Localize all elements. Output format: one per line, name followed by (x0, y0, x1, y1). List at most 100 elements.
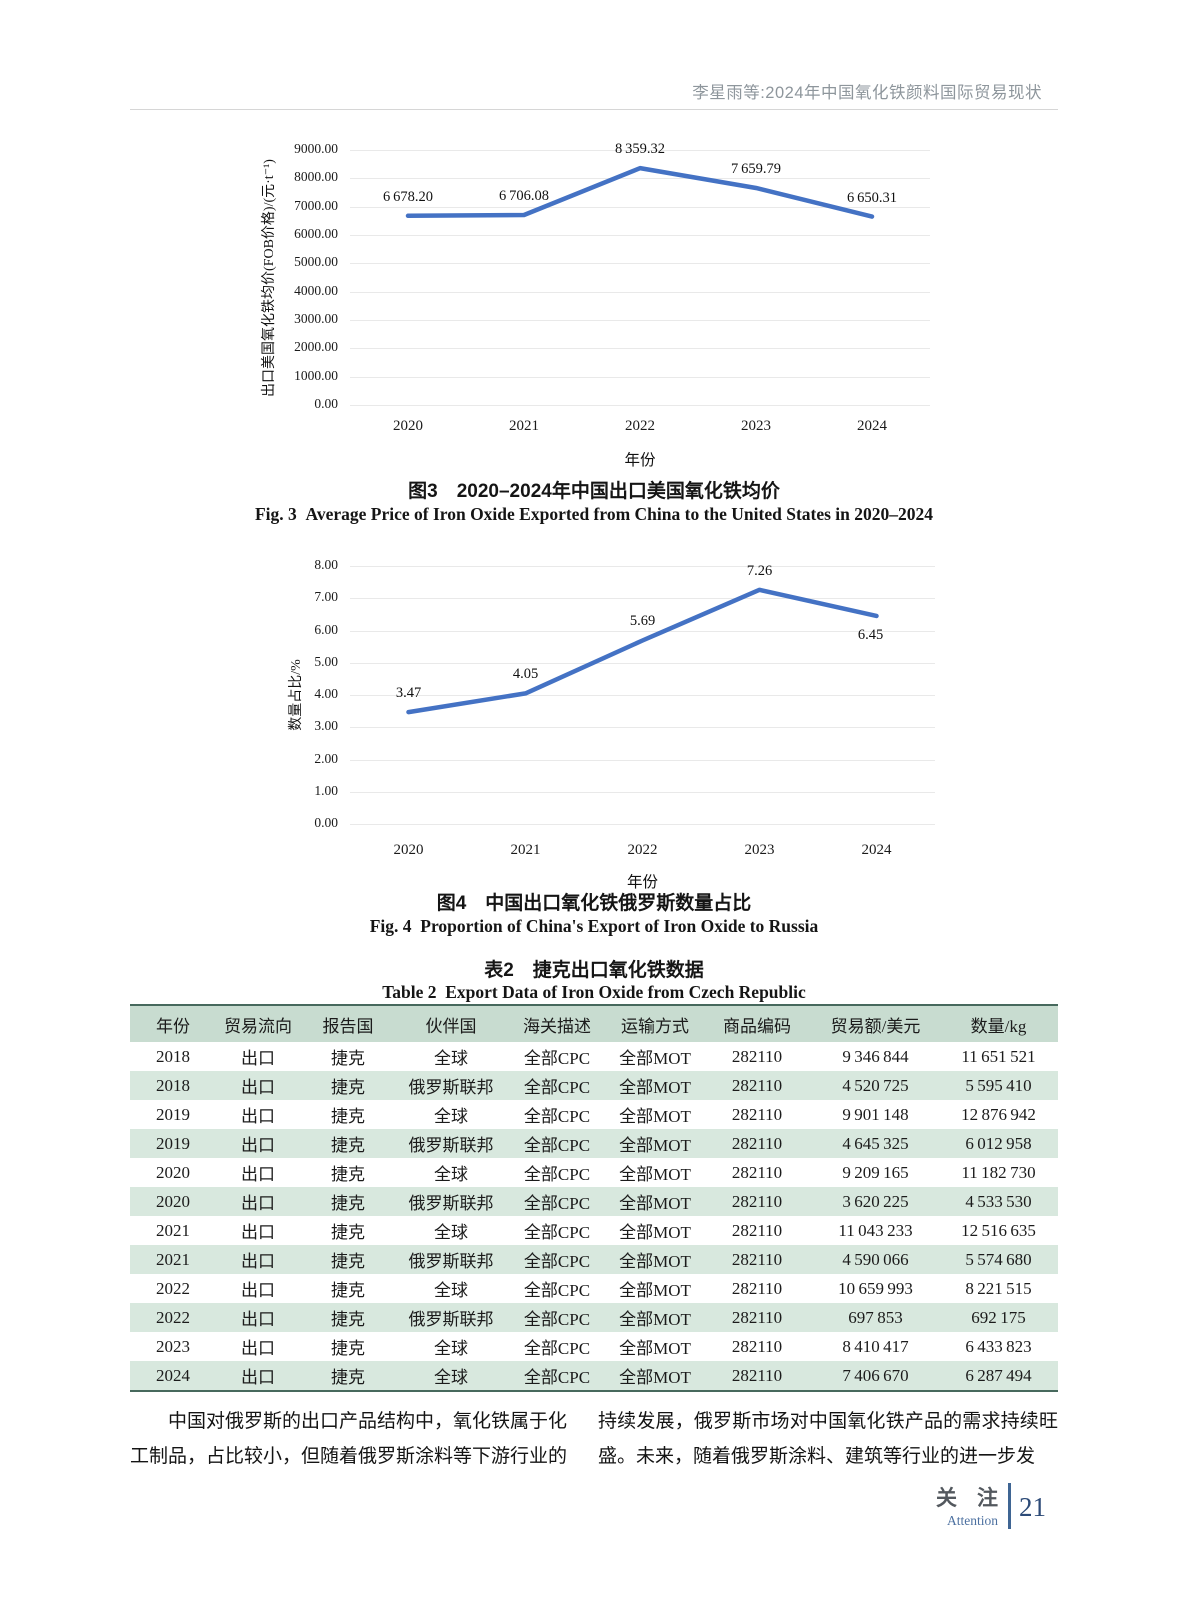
header-rule (130, 109, 1058, 110)
table-cell: 出口 (241, 1310, 275, 1329)
gridline (350, 791, 935, 793)
table-cell: 俄罗斯联邦 (408, 1252, 494, 1271)
table-cell: 出口 (241, 1252, 275, 1271)
data-point-label: 6 678.20 (382, 188, 434, 205)
gridline (350, 178, 930, 180)
table-cell: 全球 (434, 1049, 468, 1068)
table-row: 2020 出口 捷克 俄罗斯联邦 全部CPC 全部MOT 282110 3 620 225 4 … (130, 1187, 1058, 1216)
table-cell: 2021 (156, 1249, 190, 1269)
y-axis-tick-label: 0.00 (314, 396, 338, 411)
table-cell: 全部MOT (619, 1310, 691, 1329)
table-cell: 捷克 (331, 1310, 365, 1329)
column-header: 伙伴国 (425, 1016, 477, 1036)
gridline (350, 320, 930, 321)
gridline (350, 263, 930, 265)
table-cell: 全部CPC (523, 1281, 591, 1300)
table-cell: 全部CPC (523, 1194, 591, 1213)
table-cell: 3 620 225 (842, 1191, 909, 1211)
x-axis-tick-label: 2022 (625, 418, 655, 434)
series-line (405, 165, 875, 219)
table-cell: 出口 (241, 1165, 275, 1184)
table-cell: 全部CPC (523, 1136, 591, 1155)
table-cell: 8 410 417 (842, 1336, 909, 1356)
table-cell: 出口 (241, 1078, 275, 1097)
fig3-caption-en: Fig. 3 Average Price of Iron Oxide Expor… (254, 504, 934, 524)
footer: 关注 Attention 21 (880, 1482, 1046, 1529)
table-cell: 11 651 521 (961, 1046, 1036, 1066)
table-cell: 282110 (731, 1075, 783, 1095)
table-cell: 出口 (241, 1368, 275, 1387)
table-cell: 全部MOT (619, 1165, 691, 1184)
gridline (350, 405, 930, 406)
footer-section-label-en: Attention (947, 1513, 998, 1528)
table-cell: 全部MOT (619, 1194, 691, 1213)
table-cell: 全部CPC (523, 1223, 591, 1242)
table-cell: 全部CPC (523, 1368, 591, 1387)
table-cell: 8 221 515 (965, 1278, 1032, 1298)
table-cell: 9 209 165 (842, 1162, 909, 1182)
table-cell: 4 645 325 (842, 1133, 909, 1153)
table-cell: 4 520 725 (842, 1075, 909, 1095)
gridline (350, 759, 935, 761)
y-axis-tick-label: 2000.00 (294, 339, 338, 355)
table-cell: 282110 (731, 1307, 783, 1327)
table-cell: 282110 (731, 1336, 783, 1356)
y-axis-tick-label: 1000.00 (294, 367, 338, 383)
table-cell: 全球 (434, 1281, 468, 1300)
table-cell: 5 595 410 (965, 1075, 1032, 1095)
table2-caption-zh: 表2 捷克出口氧化铁数据 (484, 960, 704, 981)
table-cell: 2022 (156, 1278, 190, 1298)
y-axis-tick-label: 7000.00 (294, 197, 338, 213)
table-cell: 4 533 530 (965, 1191, 1032, 1211)
table-cell: 全部MOT (619, 1136, 691, 1155)
table-cell: 6 012 958 (965, 1133, 1032, 1153)
table-cell: 全部MOT (619, 1049, 691, 1068)
table-cell: 全球 (434, 1368, 468, 1387)
table-row: 2018 出口 捷克 全球 全部CPC 全部MOT 282110 9 346 844 11 65… (130, 1042, 1058, 1071)
table-cell: 282110 (731, 1365, 783, 1385)
y-axis-tick-label: 5.00 (314, 653, 338, 669)
table-cell: 9 346 844 (842, 1046, 909, 1066)
table-cell: 捷克 (331, 1339, 365, 1358)
table-cell: 2020 (156, 1191, 190, 1211)
y-axis-tick-label: 5000.00 (294, 254, 338, 270)
x-axis-tick-label: 2023 (744, 842, 775, 858)
table-cell: 7 406 670 (842, 1365, 909, 1385)
table-cell: 全部CPC (523, 1049, 591, 1068)
column-header: 运输方式 (621, 1016, 689, 1036)
table-cell: 697 853 (848, 1307, 903, 1327)
table-row: 2020 出口 捷克 全球 全部CPC 全部MOT 282110 9 209 165 11 18… (130, 1158, 1058, 1187)
table-cell: 捷克 (331, 1368, 365, 1387)
data-point-label: 7.26 (746, 562, 773, 579)
gridline (350, 235, 930, 236)
table-cell: 全部MOT (619, 1107, 691, 1126)
table-row: 2018 出口 捷克 俄罗斯联邦 全部CPC 全部MOT 282110 4 520 725 5 … (130, 1071, 1058, 1100)
gridline (350, 824, 935, 825)
table-body: 2018 出口 捷克 全球 全部CPC 全部MOT 282110 9 346 844 11 65… (130, 1042, 1058, 1391)
data-point-label: 4.05 (512, 666, 539, 683)
table-row: 2023 出口 捷克 全球 全部CPC 全部MOT 282110 8 410 417 6 433… (130, 1332, 1058, 1361)
y-axis-tick-label: 6000.00 (294, 226, 338, 241)
table-cell: 11 043 233 (838, 1220, 913, 1240)
body-text-left-column: 中国对俄罗斯的出口产品结构中，氧化铁属于化工制品，占比较小，但随着俄罗斯涂料等下… (130, 1411, 568, 1467)
fig4-line-chart: 0.00 1.00 2.00 3.00 4.00 5.00 6.00 7.00 8.00 2020… (240, 545, 1055, 891)
table-cell: 全部CPC (523, 1078, 591, 1097)
table-row: 2021 出口 捷克 全球 全部CPC 全部MOT 282110 11 043 233 12 5… (130, 1216, 1058, 1245)
table-cell: 282110 (731, 1046, 783, 1066)
table-cell: 出口 (241, 1223, 275, 1242)
table-header-row: 年份 贸易流向 报告国 伙伴国 海关描述 运输方式 商品编码 贸易额/美元 数量/kg (130, 1005, 1058, 1042)
table-cell: 全部MOT (619, 1339, 691, 1358)
table-cell: 10 659 993 (838, 1278, 913, 1298)
y-axis-tick-label: 9000.00 (294, 141, 338, 156)
y-axis-tick-label: 3000.00 (294, 311, 338, 326)
table-cell: 4 590 066 (842, 1249, 909, 1269)
gridline (350, 291, 930, 293)
table-cell: 282110 (731, 1249, 783, 1269)
table-cell: 12 516 635 (961, 1220, 1036, 1240)
y-axis-tick-label: 6.00 (314, 621, 338, 637)
table-cell: 全部MOT (619, 1078, 691, 1097)
table-cell: 出口 (241, 1281, 275, 1300)
data-point-label: 6 706.08 (498, 187, 550, 204)
x-axis-title: 年份 (624, 452, 656, 469)
table-cell: 282110 (731, 1104, 783, 1124)
